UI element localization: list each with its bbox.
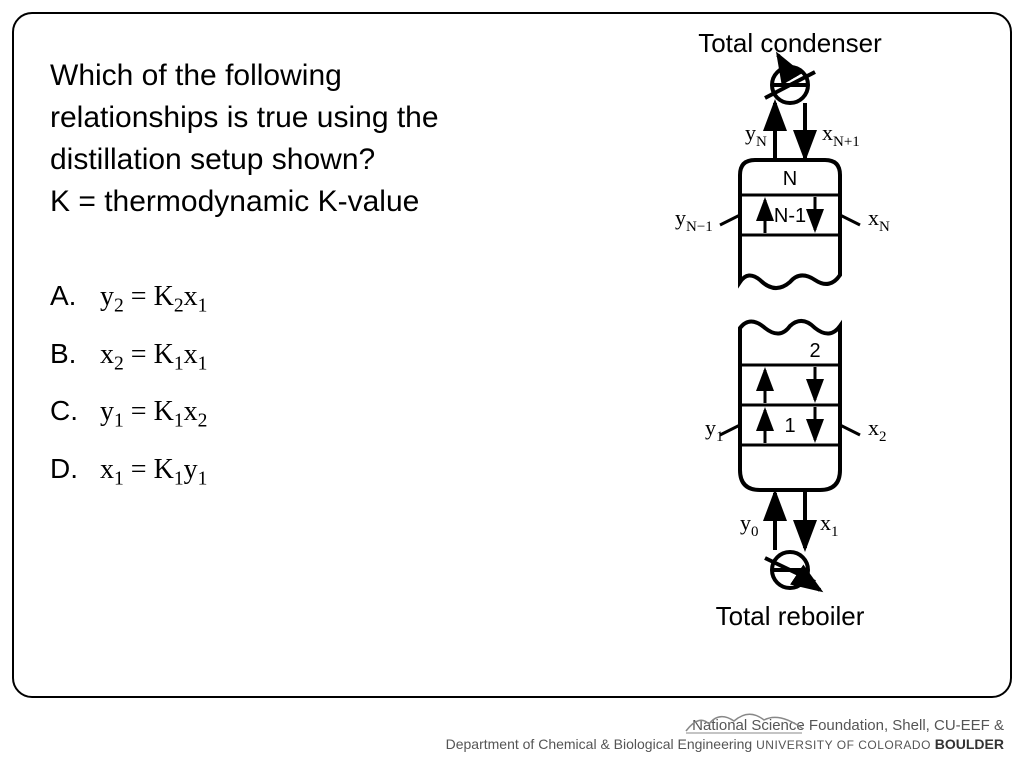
label-x2: x2 [868,415,887,445]
answer-list: A. y2 = K2x1 B. x2 = K1x1 C. y1 = K1x2 D… [50,280,207,510]
stage-2: 2 [809,340,820,362]
question-line: distillation setup shown? [50,139,550,181]
top-column: N N-1 [720,160,860,288]
bottom-column: 2 1 [720,321,860,490]
answer-equation: x1 = K1y1 [100,454,207,491]
footer-line1: National Science Foundation, Shell, CU-E… [0,716,1004,736]
stage-N-1: N-1 [774,205,806,227]
answer-d: D. x1 = K1y1 [50,453,207,491]
mountain-decoration-icon [684,706,804,736]
answer-b: B. x2 = K1x1 [50,338,207,376]
answer-c: C. y1 = K1x2 [50,395,207,433]
footer-attribution: National Science Foundation, Shell, CU-E… [0,716,1004,754]
label-y0: y0 [740,510,759,540]
condenser-title: Total condenser [698,30,882,58]
label-xN1: xN+1 [822,120,860,150]
label-xN: xN [868,205,890,235]
label-x1: x1 [820,510,839,540]
question-line: Which of the following [50,55,550,97]
answer-letter: B. [50,338,100,370]
stage-N: N [783,168,797,190]
footer-line2: Department of Chemical & Biological Engi… [0,735,1004,754]
stage-1: 1 [784,415,795,437]
reboiler-title: Total reboiler [716,601,865,631]
label-yN: yN [745,120,767,150]
answer-letter: C. [50,395,100,427]
answer-letter: A. [50,280,100,312]
answer-equation: y2 = K2x1 [100,281,207,318]
distillation-diagram: Total condenser yN xN+1 N N-1 yN−1 xN 2 … [590,30,990,670]
reboiler-icon [765,552,820,590]
label-y1: y1 [705,415,724,445]
question-line: relationships is true using the [50,97,550,139]
question-line: K = thermodynamic K-value [50,181,550,223]
answer-equation: y1 = K1x2 [100,396,207,433]
condenser-icon [765,55,815,103]
label-yN-1: yN−1 [675,205,713,235]
answer-letter: D. [50,453,100,485]
question-text: Which of the following relationships is … [50,55,550,223]
answer-a: A. y2 = K2x1 [50,280,207,318]
answer-equation: x2 = K1x1 [100,339,207,376]
